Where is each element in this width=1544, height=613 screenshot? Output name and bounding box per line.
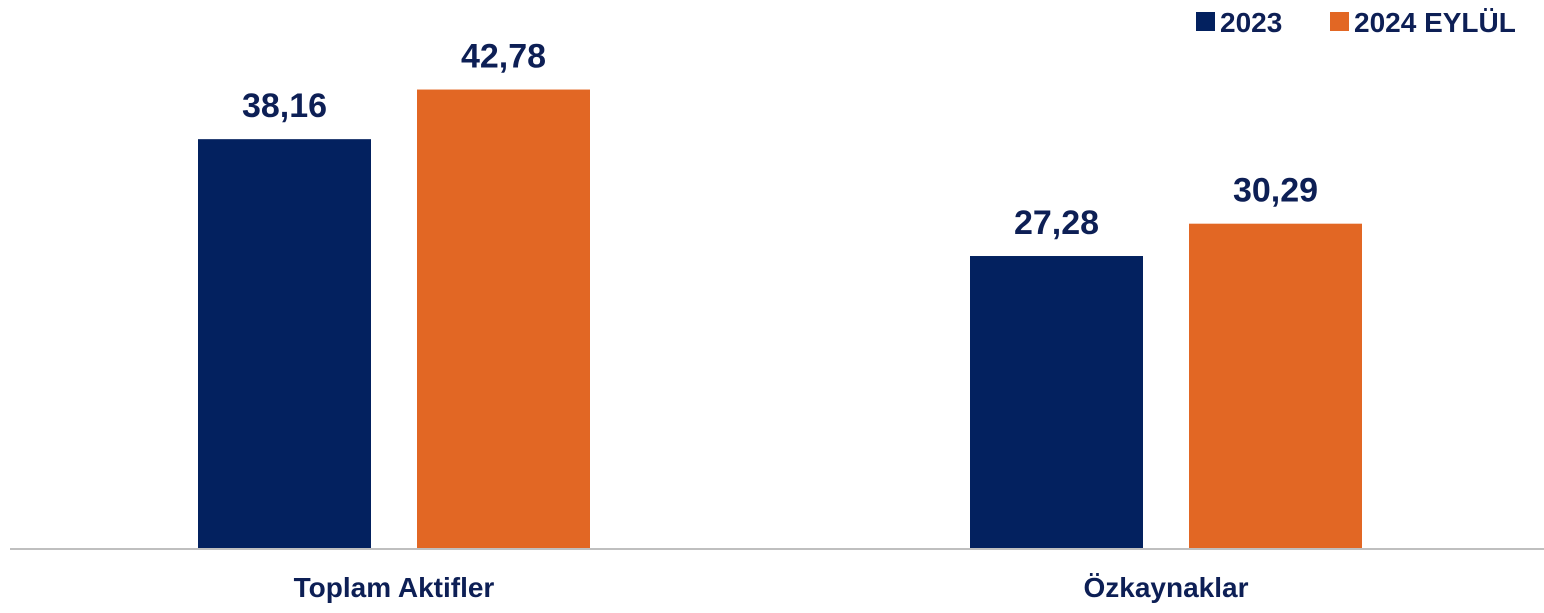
- bar-series2-1: [417, 89, 590, 550]
- value-labels-group: 38,16 42,78 27,28 30,29: [242, 38, 1318, 242]
- legend-label: 2023: [1220, 7, 1282, 38]
- category-labels-group: Toplam Aktifler Özkaynaklar: [294, 572, 1249, 603]
- legend-swatch: [1196, 12, 1215, 31]
- value-label: 42,78: [461, 38, 546, 76]
- category-label: Özkaynaklar: [1084, 572, 1249, 603]
- legend-swatch: [1330, 12, 1349, 31]
- bar-series2-2: [1189, 223, 1362, 549]
- bar-series1-2: [970, 256, 1143, 549]
- value-label: 38,16: [242, 87, 327, 125]
- value-label: 27,28: [1014, 204, 1099, 242]
- category-label: Toplam Aktifler: [294, 572, 495, 603]
- bar-series1-1: [198, 139, 371, 549]
- legend: 2023 2024 EYLÜL: [1196, 7, 1516, 38]
- value-label: 30,29: [1233, 172, 1318, 210]
- legend-label: 2024 EYLÜL: [1354, 7, 1516, 38]
- bars-group: [198, 89, 1362, 550]
